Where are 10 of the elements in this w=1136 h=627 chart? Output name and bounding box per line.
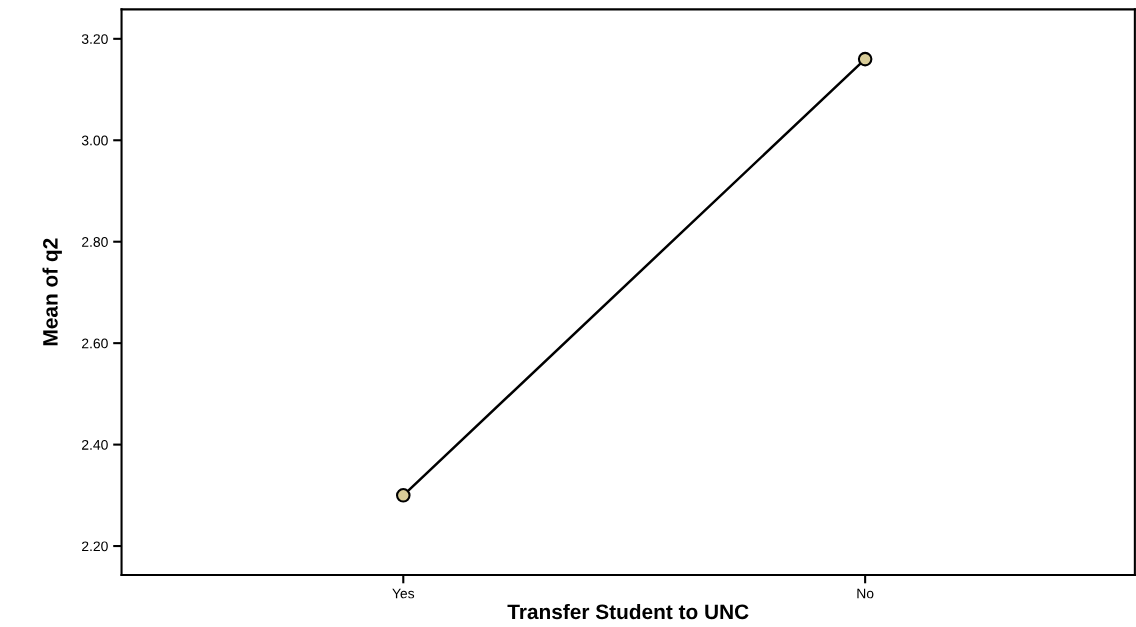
x-tick-label: Yes <box>392 588 415 599</box>
y-axis-title: Mean of q2 <box>42 238 62 346</box>
y-tick-label: 2.20 <box>82 541 108 552</box>
x-axis-title: Transfer Student to UNC <box>507 603 749 620</box>
y-tick-label: 3.00 <box>81 135 108 146</box>
y-tick-label: 2.60 <box>82 338 108 349</box>
y-tick-label: 2.80 <box>82 237 108 247</box>
y-tick-label: 2.40 <box>82 439 108 450</box>
x-tick-label: No <box>857 588 874 599</box>
y-tick-label: 3.20 <box>81 34 108 44</box>
